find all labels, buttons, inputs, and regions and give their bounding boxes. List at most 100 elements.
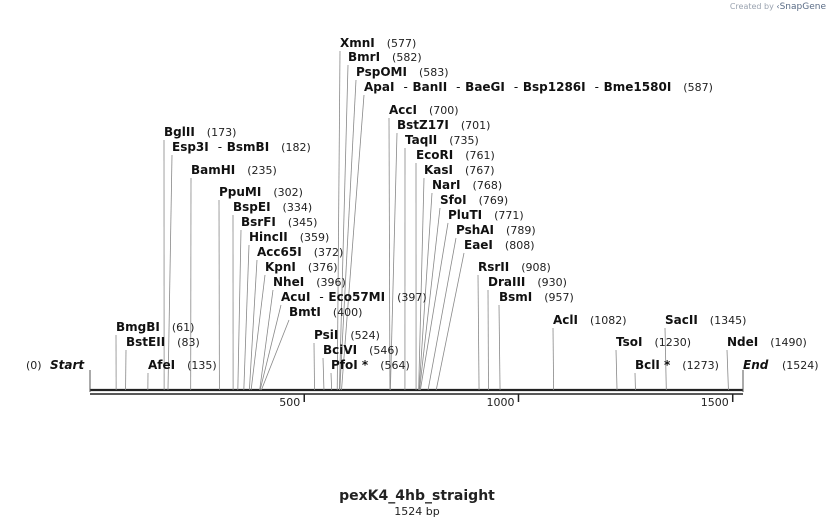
end-label: End bbox=[743, 358, 769, 372]
end-position: (1524) bbox=[782, 359, 819, 372]
site-connector bbox=[243, 244, 250, 391]
site-connector bbox=[259, 289, 274, 391]
site-name: PsiI bbox=[314, 328, 338, 342]
site-separator: - bbox=[403, 80, 407, 94]
site-name: BmtI bbox=[289, 305, 321, 319]
site-position: (334) bbox=[283, 201, 313, 214]
site-connector bbox=[427, 237, 457, 391]
site-name: HincII bbox=[249, 230, 288, 244]
start-label: Start bbox=[50, 358, 85, 372]
site-name: Esp3I bbox=[172, 140, 209, 154]
site-position: (1230) bbox=[654, 336, 691, 349]
site-connector bbox=[552, 327, 555, 391]
site-position: (376) bbox=[308, 261, 338, 274]
site-position: (957) bbox=[544, 291, 574, 304]
site-name: AccI bbox=[389, 103, 417, 117]
site-connector bbox=[313, 342, 315, 391]
site-name: EcoRI bbox=[416, 148, 453, 162]
site-connector bbox=[664, 327, 667, 391]
site-separator: - bbox=[456, 80, 460, 94]
site-name: Acc65I bbox=[257, 245, 302, 259]
site-position: (135) bbox=[187, 359, 217, 372]
site-position: (761) bbox=[465, 149, 495, 162]
site-position: (400) bbox=[333, 306, 363, 319]
site-position: (1490) bbox=[770, 336, 807, 349]
site-position: (235) bbox=[247, 164, 277, 177]
site-position: (359) bbox=[300, 231, 330, 244]
site-name: AfeI bbox=[148, 358, 175, 372]
site-name: BsmI bbox=[499, 290, 532, 304]
site-name: Bsp1286I bbox=[523, 80, 586, 94]
site-position: (1345) bbox=[710, 314, 747, 327]
site-name: BmrI bbox=[348, 50, 380, 64]
site-name: BstZ17I bbox=[397, 118, 449, 132]
site-position: (701) bbox=[461, 119, 491, 132]
map-length: 1524 bp bbox=[394, 505, 440, 518]
site-connector bbox=[388, 117, 391, 391]
site-name: PfoI * bbox=[331, 358, 369, 372]
site-name: NarI bbox=[432, 178, 461, 192]
site-name: BamHI bbox=[191, 163, 235, 177]
site-position: (587) bbox=[683, 81, 713, 94]
site-position: (173) bbox=[207, 126, 237, 139]
site-name: KpnI bbox=[265, 260, 296, 274]
credit-brand: SnapGene bbox=[779, 2, 826, 12]
site-name: DraIII bbox=[488, 275, 525, 289]
site-connector bbox=[726, 349, 729, 391]
scale-tick-label: 1500 bbox=[701, 396, 729, 409]
site-name: Eco57MI bbox=[328, 290, 385, 304]
site-position: (768) bbox=[473, 179, 503, 192]
site-name: TaqII bbox=[405, 133, 437, 147]
site-connector bbox=[250, 274, 266, 391]
site-connector bbox=[435, 252, 465, 391]
site-name: PshAI bbox=[456, 223, 494, 237]
site-connector bbox=[339, 79, 357, 391]
site-position: (577) bbox=[387, 37, 417, 50]
site-position: (583) bbox=[419, 66, 449, 79]
site-name: PspOMI bbox=[356, 65, 407, 79]
site-name: SfoI bbox=[440, 193, 467, 207]
site-name: BciVI bbox=[323, 343, 357, 357]
site-position: (524) bbox=[350, 329, 380, 342]
site-connector bbox=[330, 372, 333, 391]
site-position: (1082) bbox=[590, 314, 627, 327]
scale-tick-label: 500 bbox=[279, 396, 300, 409]
site-connector bbox=[338, 64, 349, 391]
site-name: BclI * bbox=[635, 358, 671, 372]
site-connector bbox=[419, 222, 449, 391]
site-position: (1273) bbox=[682, 359, 719, 372]
site-name: Bme1580I bbox=[604, 80, 672, 94]
site-position: (582) bbox=[392, 51, 422, 64]
site-name: BstEII bbox=[126, 335, 165, 349]
site-connector bbox=[259, 304, 282, 391]
site-separator: - bbox=[595, 80, 599, 94]
site-name: KasI bbox=[424, 163, 453, 177]
site-connector bbox=[419, 207, 441, 391]
site-position: (83) bbox=[177, 336, 200, 349]
site-name: RsrII bbox=[478, 260, 509, 274]
site-name: NheI bbox=[273, 275, 304, 289]
site-position: (930) bbox=[537, 276, 567, 289]
site-name: TsoI bbox=[616, 335, 642, 349]
site-name: PpuMI bbox=[219, 185, 261, 199]
site-connector bbox=[237, 229, 242, 391]
snapgene-credit: Created by ‹SnapGene bbox=[730, 2, 826, 12]
map-title: pexK4_4hb_straight bbox=[339, 488, 495, 504]
site-connector bbox=[341, 94, 365, 391]
site-connector bbox=[477, 274, 480, 391]
site-position: (182) bbox=[281, 141, 311, 154]
site-position: (546) bbox=[369, 344, 399, 357]
site-connector bbox=[418, 192, 433, 391]
site-position: (372) bbox=[314, 246, 344, 259]
site-position: (61) bbox=[172, 321, 195, 334]
scale-tick-label: 1000 bbox=[486, 396, 514, 409]
site-position: (564) bbox=[380, 359, 410, 372]
site-name: SacII bbox=[665, 313, 698, 327]
site-name: BglII bbox=[164, 125, 195, 139]
site-name: BmgBI bbox=[116, 320, 160, 334]
site-position: (700) bbox=[429, 104, 459, 117]
start-position: (0) bbox=[26, 359, 42, 372]
site-connector bbox=[322, 357, 325, 391]
site-separator: - bbox=[319, 290, 323, 304]
